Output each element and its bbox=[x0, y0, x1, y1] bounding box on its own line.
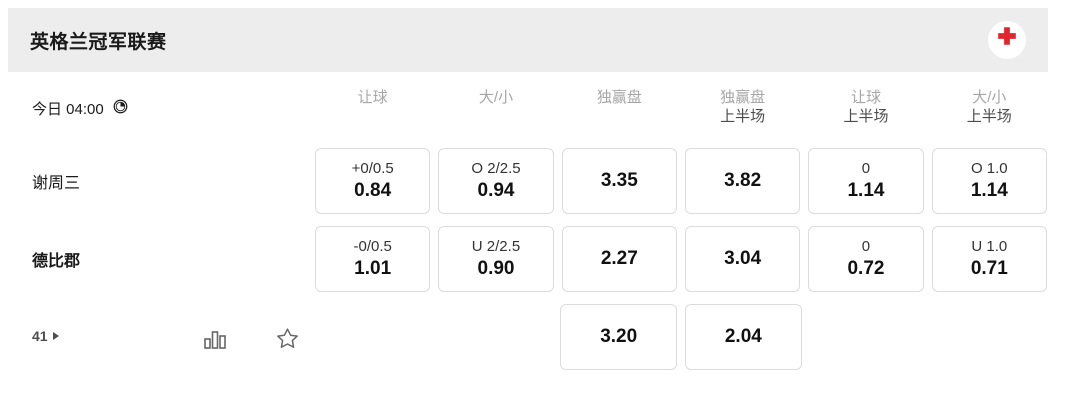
odds-cell[interactable]: 0 1.14 bbox=[808, 148, 924, 214]
clock-icon bbox=[113, 99, 128, 118]
odds-cell[interactable]: 2.04 bbox=[685, 304, 802, 370]
odds-cell[interactable]: O 1.0 1.14 bbox=[931, 148, 1047, 214]
bar-chart-icon[interactable] bbox=[200, 324, 230, 354]
odds-cell-placeholder bbox=[438, 304, 553, 370]
odds-cells-draw: 3.20 2.04 bbox=[315, 298, 1047, 376]
odds-cell[interactable]: 3.04 bbox=[684, 226, 801, 292]
odds-cells-home: +0/0.5 0.84 O 2/2.5 0.94 3.35 3.82 0 1.1… bbox=[315, 142, 1047, 220]
odds-table: 谢周三 +0/0.5 0.84 O 2/2.5 0.94 3.35 3.82 0 bbox=[0, 142, 1077, 388]
odds-price: 0.71 bbox=[970, 257, 1008, 279]
column-header-line1: 让球 bbox=[357, 89, 388, 106]
odds-cell[interactable]: 3.82 bbox=[684, 148, 801, 214]
kickoff-time-label: 今日 04:00 bbox=[32, 101, 104, 118]
odds-line: O 1.0 bbox=[970, 159, 1008, 177]
market-column-headers: 让球 大/小 独赢盘 独赢盘 上半场 让球 上半场 大/小 上半场 bbox=[315, 86, 1047, 142]
league-header[interactable]: 英格兰冠军联赛 bbox=[8, 8, 1048, 72]
star-outline-icon[interactable] bbox=[272, 324, 302, 354]
more-markets-button[interactable]: 41 bbox=[32, 328, 59, 344]
footer-icon-group bbox=[200, 324, 302, 354]
odds-price: 3.82 bbox=[724, 169, 762, 191]
column-header-line1: 独赢盘 bbox=[720, 89, 766, 106]
column-header-line1: 独赢盘 bbox=[596, 89, 642, 106]
odds-price: 0.90 bbox=[477, 257, 515, 279]
column-header-money-line: 独赢盘 bbox=[562, 86, 677, 142]
odds-line: 0 bbox=[861, 237, 871, 255]
odds-cell[interactable]: 3.35 bbox=[561, 148, 677, 214]
column-header-line2: 上半场 bbox=[966, 108, 1012, 126]
odds-cell-placeholder bbox=[810, 304, 925, 370]
column-header-over-under-first-half: 大/小 上半场 bbox=[932, 86, 1047, 142]
column-header-line2: 上半场 bbox=[843, 108, 889, 126]
column-header-money-line-first-half: 独赢盘 上半场 bbox=[685, 86, 800, 142]
column-header-line1: 大/小 bbox=[972, 89, 1007, 106]
odds-cells-away: -0/0.5 1.01 U 2/2.5 0.90 2.27 3.04 0 0.7… bbox=[315, 220, 1047, 298]
odds-price: 2.27 bbox=[600, 247, 638, 269]
odds-row-away: 德比郡 -0/0.5 1.01 U 2/2.5 0.90 2.27 3.04 0 bbox=[0, 220, 1077, 298]
odds-line: -0/0.5 bbox=[353, 237, 392, 255]
odds-price: 1.01 bbox=[354, 257, 392, 279]
odds-cell[interactable]: -0/0.5 1.01 bbox=[315, 226, 431, 292]
column-header-line2: 上半场 bbox=[720, 108, 766, 126]
odds-price: 0.94 bbox=[477, 179, 515, 201]
league-badge[interactable] bbox=[988, 21, 1026, 59]
column-header-line1: 让球 bbox=[850, 89, 881, 106]
odds-price: 3.04 bbox=[724, 247, 762, 269]
odds-price: 3.20 bbox=[600, 325, 638, 347]
odds-cell[interactable]: +0/0.5 0.84 bbox=[315, 148, 431, 214]
odds-cell[interactable]: 3.20 bbox=[560, 304, 678, 370]
team-name-away: 德比郡 bbox=[32, 253, 81, 270]
odds-cell[interactable]: O 2/2.5 0.94 bbox=[438, 148, 554, 214]
odds-line: 0 bbox=[861, 159, 871, 177]
odds-row-draw: 41 bbox=[0, 298, 1077, 388]
odds-price: 0.72 bbox=[847, 257, 885, 279]
odds-cell[interactable]: U 2/2.5 0.90 bbox=[438, 226, 554, 292]
more-markets-count: 41 bbox=[32, 328, 48, 344]
caret-right-icon bbox=[52, 332, 59, 340]
red-cross-icon bbox=[994, 25, 1020, 56]
odds-cell-placeholder bbox=[932, 304, 1047, 370]
odds-line: +0/0.5 bbox=[351, 159, 394, 177]
column-header-handicap-first-half: 让球 上半场 bbox=[808, 86, 923, 142]
odds-row-home: 谢周三 +0/0.5 0.84 O 2/2.5 0.94 3.35 3.82 0 bbox=[0, 142, 1077, 220]
odds-price: 1.14 bbox=[847, 179, 885, 201]
odds-cell[interactable]: 2.27 bbox=[561, 226, 677, 292]
column-header-over-under: 大/小 bbox=[438, 86, 553, 142]
column-header-handicap: 让球 bbox=[315, 86, 430, 142]
odds-price: 2.04 bbox=[724, 325, 762, 347]
odds-cell[interactable]: 0 0.72 bbox=[808, 226, 924, 292]
odds-cell[interactable]: U 1.0 0.71 bbox=[931, 226, 1047, 292]
odds-cell-placeholder bbox=[315, 304, 430, 370]
odds-line: U 1.0 bbox=[971, 237, 1008, 255]
odds-price: 1.14 bbox=[970, 179, 1008, 201]
league-title: 英格兰冠军联赛 bbox=[30, 31, 167, 53]
odds-price: 3.35 bbox=[600, 169, 638, 191]
kickoff-time: 今日 04:00 bbox=[32, 98, 128, 119]
odds-line: O 2/2.5 bbox=[471, 159, 521, 177]
odds-price: 0.84 bbox=[354, 179, 392, 201]
column-header-line1: 大/小 bbox=[478, 89, 514, 106]
column-header-row: 今日 04:00 让球 大/小 独赢盘 bbox=[0, 86, 1077, 142]
team-name-home: 谢周三 bbox=[32, 175, 81, 192]
odds-line: U 2/2.5 bbox=[471, 237, 521, 255]
